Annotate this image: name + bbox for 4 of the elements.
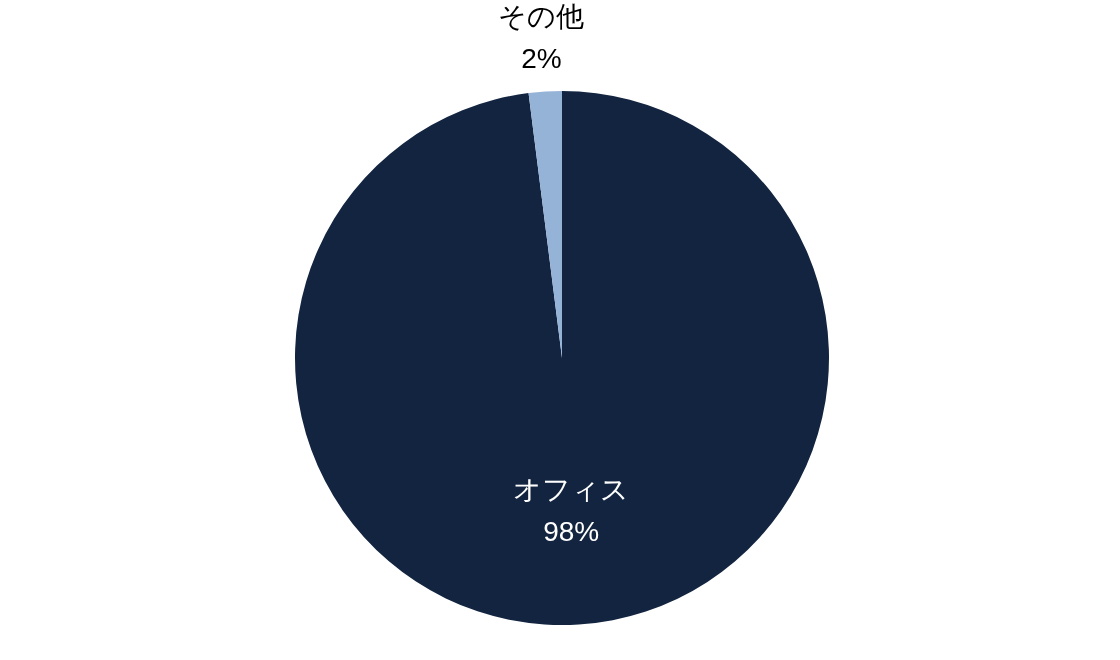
data-label: 2% <box>521 42 562 74</box>
slice-label: その他 <box>498 0 585 32</box>
slice-label: オフィス <box>513 473 630 505</box>
data-label: 98% <box>543 515 600 547</box>
